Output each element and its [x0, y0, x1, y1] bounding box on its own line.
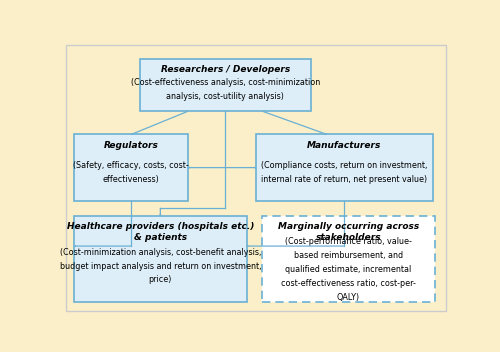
Text: (Cost-performance ratio, value-
based reimbursement, and
qualified estimate, inc: (Cost-performance ratio, value- based re…	[281, 237, 415, 302]
Text: Manufacturers: Manufacturers	[307, 141, 382, 150]
Text: (Compliance costs, return on investment,
internal rate of return, net present va: (Compliance costs, return on investment,…	[261, 162, 428, 184]
Text: Healthcare providers (hospitals etc.)
& patients: Healthcare providers (hospitals etc.) & …	[66, 222, 254, 242]
Text: (Safety, efficacy, costs, cost-
effectiveness): (Safety, efficacy, costs, cost- effectiv…	[74, 162, 189, 184]
FancyBboxPatch shape	[74, 216, 246, 302]
Text: Researchers / Developers: Researchers / Developers	[160, 65, 290, 74]
FancyBboxPatch shape	[256, 134, 432, 201]
Text: Regulators: Regulators	[104, 141, 158, 150]
FancyBboxPatch shape	[74, 134, 188, 201]
Text: Marginally occurring across
stakeholders: Marginally occurring across stakeholders	[278, 222, 419, 242]
FancyBboxPatch shape	[262, 216, 434, 302]
Text: (Cost-effectiveness analysis, cost-minimization
analysis, cost-utility analysis): (Cost-effectiveness analysis, cost-minim…	[130, 78, 320, 101]
FancyBboxPatch shape	[140, 58, 310, 111]
Text: (Cost-minimization analysis, cost-benefit analysis,
budget impact analysis and r: (Cost-minimization analysis, cost-benefi…	[60, 247, 261, 284]
